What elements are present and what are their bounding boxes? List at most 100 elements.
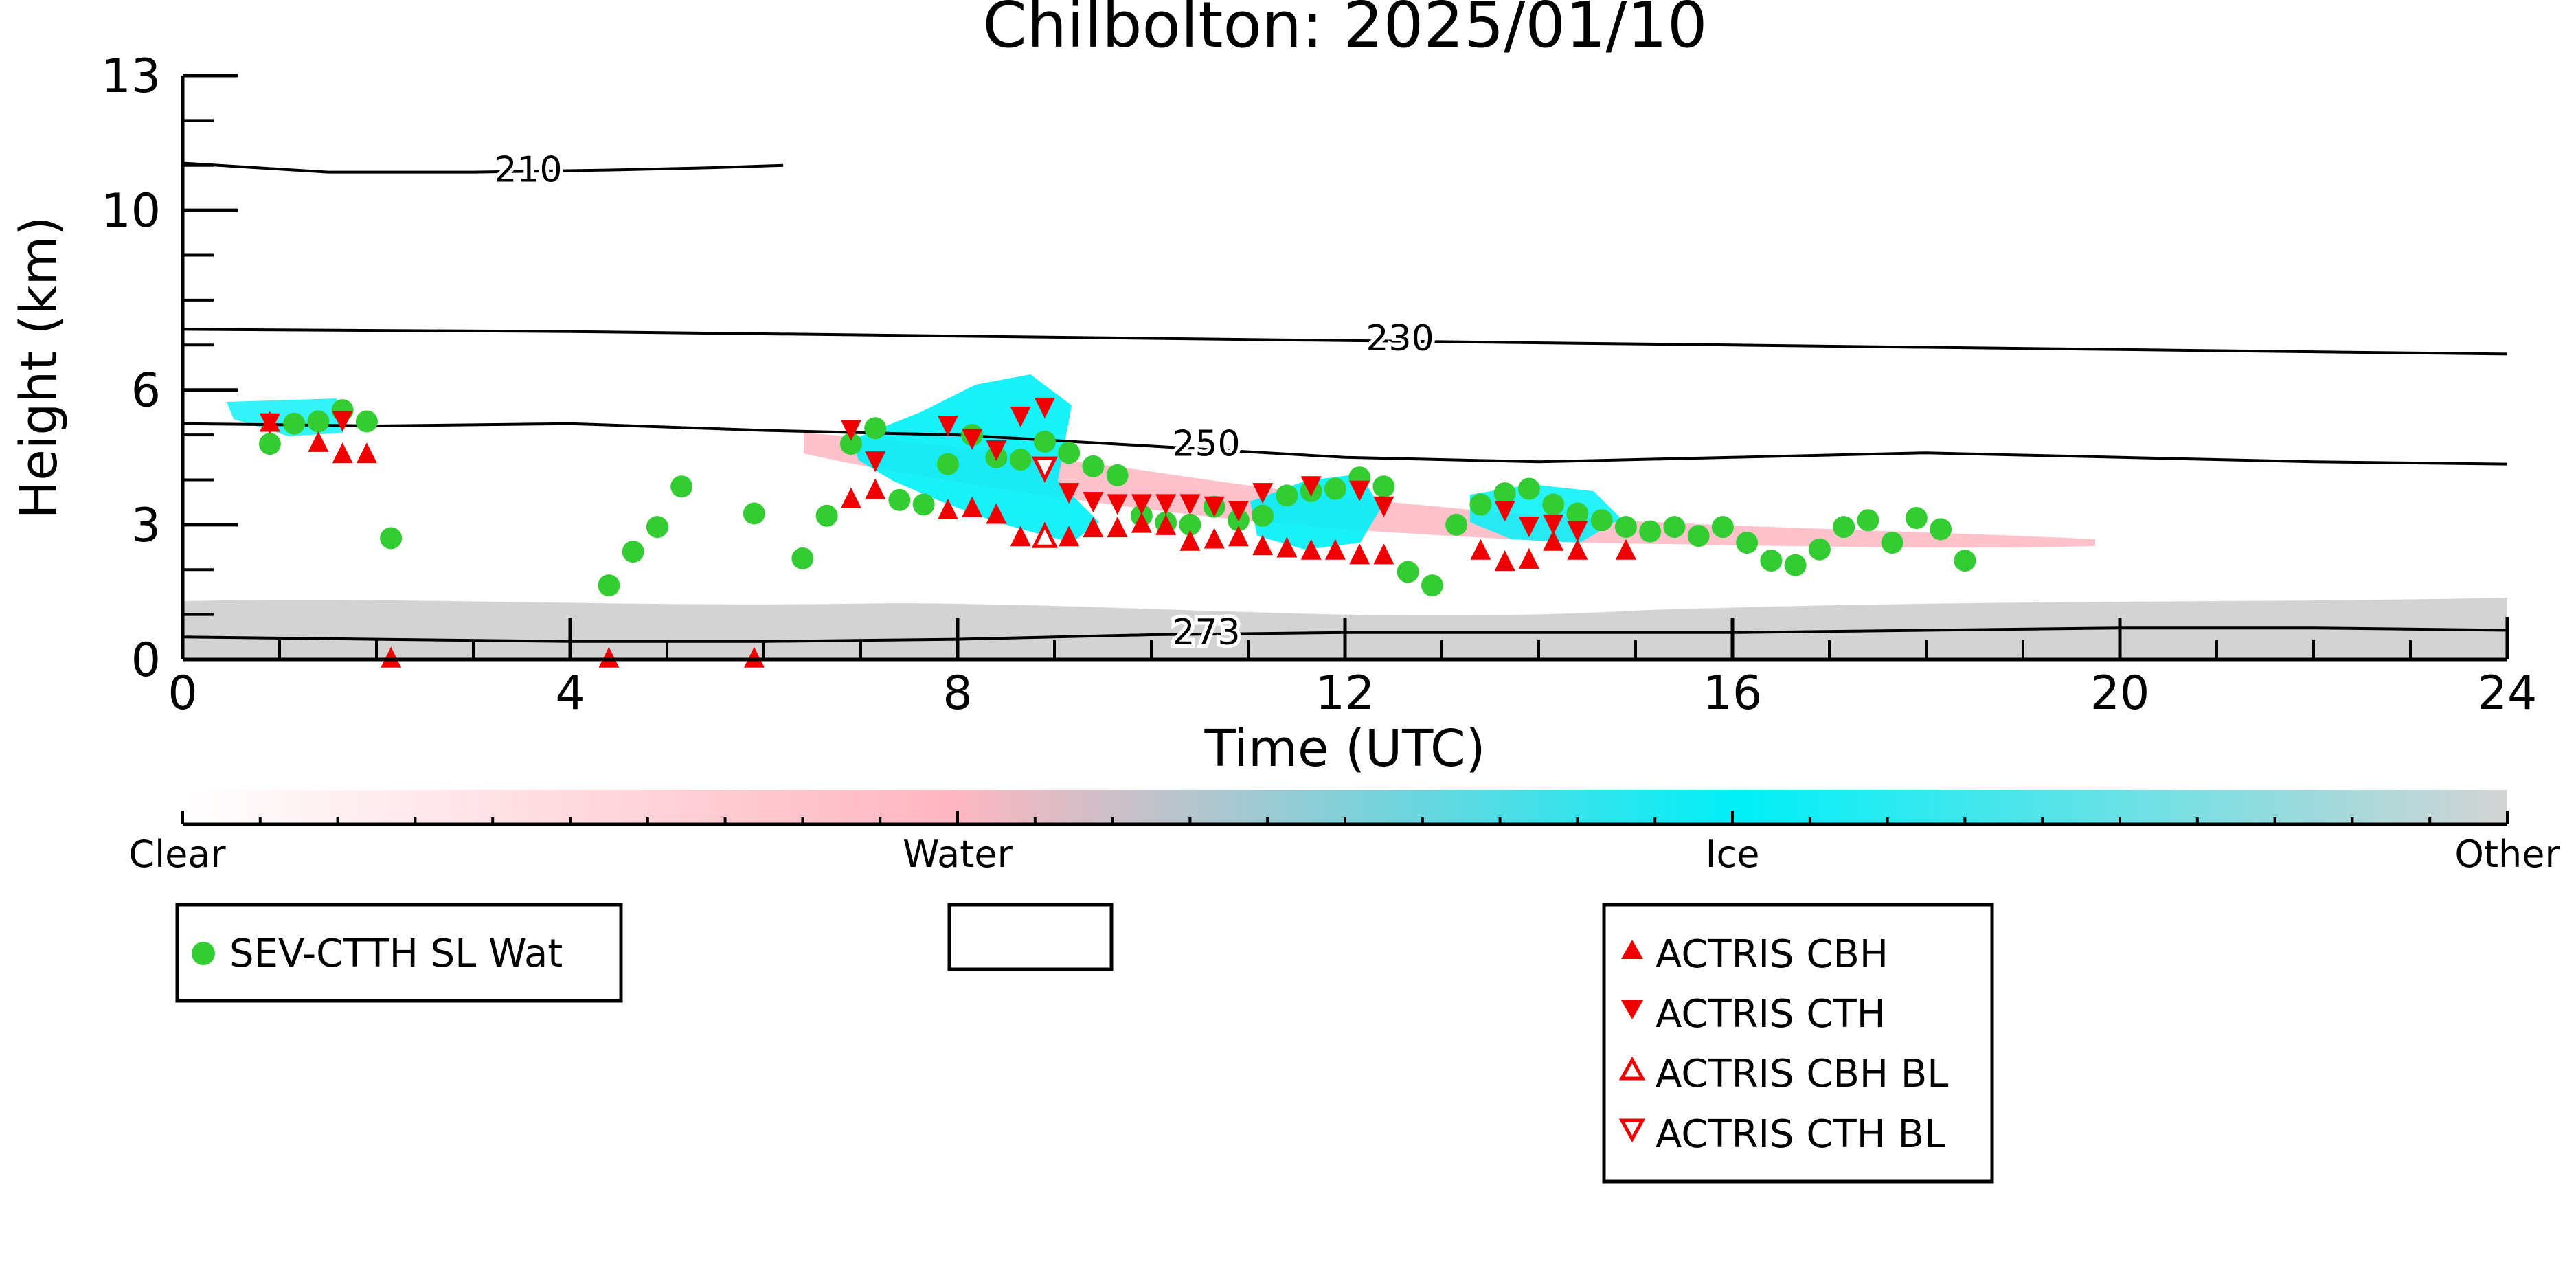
actris-cbh-point: [1494, 550, 1515, 572]
actris-cbh-point: [1131, 512, 1152, 533]
sev-ctth-point: [1930, 518, 1952, 541]
sev-ctth-point: [1663, 516, 1686, 539]
x-tick-label: 8: [942, 666, 972, 721]
actris-cth-point: [1204, 496, 1225, 517]
sev-ctth-point: [1324, 477, 1346, 500]
sev-ctth-point: [622, 541, 644, 563]
sev-ctth-point: [380, 527, 403, 550]
sev-ctth-point: [1082, 455, 1105, 477]
actris-cth-point: [1155, 494, 1177, 515]
actris-cbh-point: [962, 496, 983, 517]
actris-cth-point: [1083, 492, 1104, 513]
sev-ctth-point: [258, 433, 281, 455]
data-markers: [258, 397, 1976, 668]
sev-ctth-point: [1372, 475, 1395, 498]
sev-ctth-point: [1784, 554, 1807, 576]
x-tick-label: 16: [1703, 666, 1763, 721]
contour-label: 250: [1172, 423, 1240, 464]
y-tick-label: 13: [101, 49, 161, 104]
actris-cth-point: [1567, 521, 1588, 542]
temperature-contours: 210 230 250 273: [183, 146, 2507, 657]
sev-ctth-point: [1857, 509, 1879, 532]
actris-cbh-bl-point: [1031, 521, 1058, 548]
actris-cth-point: [865, 451, 886, 473]
actris-cbh-point: [1228, 526, 1249, 547]
actris-cbh-point: [1349, 543, 1370, 565]
legend-cth-bl-marker: [1618, 1118, 1646, 1143]
legend-cbh-marker: [1621, 940, 1643, 959]
sev-ctth-point: [1711, 516, 1734, 539]
contour-230: [183, 328, 2507, 356]
sev-ctth-point: [1179, 513, 1201, 536]
actris-cbh-point: [308, 431, 329, 452]
colorbar-label-water: Water: [903, 833, 1013, 876]
legend-cth-marker: [1621, 1000, 1643, 1019]
sev-ctth-point: [1421, 574, 1443, 597]
sev-ctth-point: [1106, 464, 1129, 486]
actris-cth-point: [1252, 483, 1274, 504]
x-tick-label: 20: [2090, 666, 2150, 721]
actris-cbh-point: [1059, 526, 1080, 547]
sev-ctth-point: [839, 433, 862, 455]
actris-cbh-point: [1204, 528, 1225, 549]
actris-cth-point: [986, 440, 1007, 461]
sev-ctth-point: [307, 410, 330, 433]
sev-ctth-point: [598, 574, 620, 597]
ice-class-cloud-1: [852, 374, 1099, 543]
contour-label: 273: [1172, 612, 1240, 653]
sev-ctth-point: [912, 493, 935, 516]
actris-cbh-point: [1179, 530, 1201, 551]
x-tick-label: 0: [168, 666, 197, 721]
legend-label-cbh-bl: ACTRIS CBH BL: [1656, 1052, 1948, 1096]
legend-label-cth: ACTRIS CTH: [1656, 992, 1886, 1037]
colorbar-label-ice: Ice: [1706, 833, 1760, 876]
sev-ctth-point: [1833, 516, 1855, 539]
actris-cbh-point: [1300, 539, 1322, 560]
legend-empty: [947, 903, 1114, 971]
sev-ctth-point: [1808, 538, 1831, 561]
contour-label: 230: [1366, 318, 1434, 359]
sev-ctth-point: [1252, 504, 1274, 527]
y-tick-label: 3: [131, 499, 161, 553]
sev-ctth-point: [1033, 430, 1056, 453]
sev-ctth-point: [1009, 449, 1032, 471]
actris-cbh-point: [1107, 517, 1128, 538]
x-tick-label: 4: [555, 666, 585, 721]
sev-ctth-point: [1493, 482, 1516, 505]
actris-cbh-point: [1155, 514, 1177, 535]
sev-ctth-point: [791, 547, 814, 569]
actris-cbh-point: [840, 487, 861, 508]
legend-label-cbh: ACTRIS CBH: [1656, 932, 1888, 977]
actris-cbh-point: [986, 503, 1007, 524]
sev-ctth-point: [1566, 502, 1589, 525]
sev-ctth-point: [1590, 509, 1613, 532]
actris-cbh-point: [356, 442, 377, 464]
actris-cth-point: [1010, 406, 1031, 427]
actris-cbh-point: [937, 498, 958, 519]
sev-ctth-point: [1760, 550, 1783, 572]
y-tick-label: 0: [131, 633, 161, 688]
actris-cbh-point: [1615, 539, 1636, 560]
x-tick-label: 24: [2478, 666, 2538, 721]
actris-cth-point: [1179, 494, 1201, 515]
actris-cbh-point: [1252, 534, 1274, 556]
actris-cth-point: [1518, 517, 1539, 538]
x-axis-label: Time (UTC): [1204, 719, 1485, 778]
actris-cbh-point: [332, 442, 353, 464]
legend-circle-marker: [192, 942, 215, 965]
legend-label-cth-bl: ACTRIS CTH BL: [1656, 1112, 1945, 1157]
sev-ctth-point: [646, 516, 668, 539]
sev-ctth-point: [1058, 442, 1081, 464]
sev-ctth-point: [1687, 525, 1710, 547]
colorbar-label-other: Other: [2454, 833, 2560, 876]
x-tick-label: 12: [1315, 666, 1375, 721]
actris-cth-point: [1300, 476, 1322, 497]
sev-ctth-point: [888, 488, 911, 511]
actris-cbh-point: [1543, 530, 1564, 551]
axis-ticks: 0 4 8 12 16 20 24 0 3 6 10 13: [101, 49, 2537, 721]
contour-label: 210: [494, 150, 562, 191]
actris-cth-point: [840, 420, 861, 441]
colorbar-label-clear: Clear: [128, 833, 226, 876]
sev-ctth-point: [1881, 532, 1903, 554]
